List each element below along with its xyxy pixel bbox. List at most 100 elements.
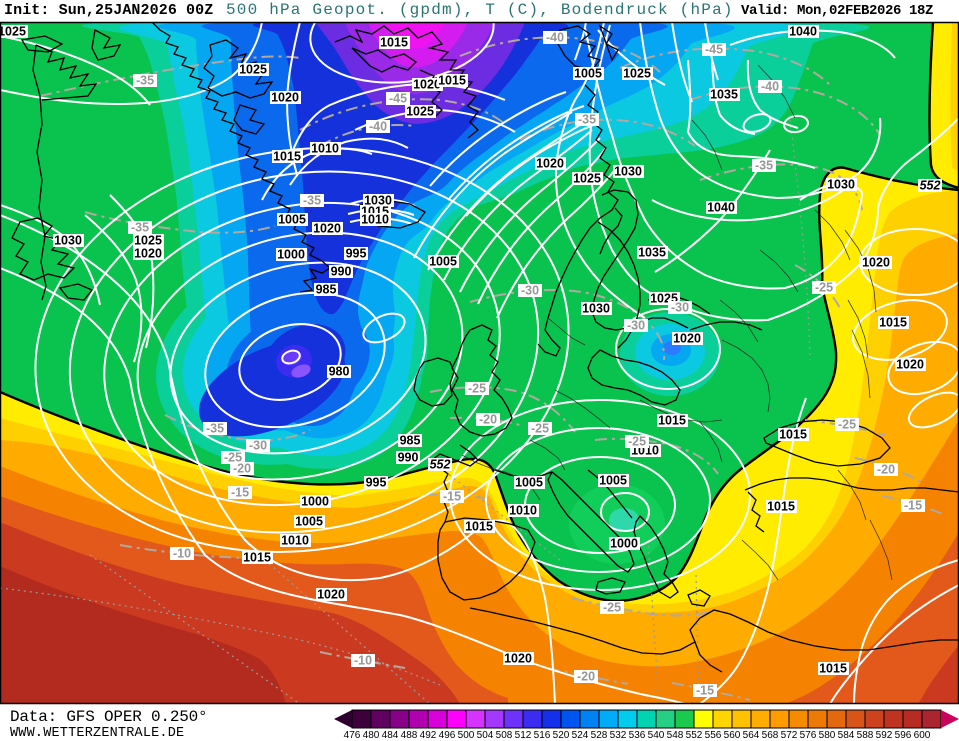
svg-text:-25: -25: [838, 418, 856, 432]
svg-text:1025: 1025: [239, 63, 267, 77]
svg-text:1030: 1030: [614, 165, 642, 179]
svg-text:1010: 1010: [509, 504, 537, 518]
svg-text:1005: 1005: [515, 476, 543, 490]
svg-text:1020: 1020: [317, 588, 345, 602]
svg-text:1000: 1000: [301, 495, 329, 509]
svg-text:1005: 1005: [429, 255, 457, 269]
svg-text:980: 980: [329, 365, 350, 379]
svg-text:1015: 1015: [273, 150, 301, 164]
svg-text:985: 985: [400, 434, 421, 448]
svg-text:-25: -25: [628, 435, 646, 449]
svg-text:-35: -35: [578, 113, 596, 127]
svg-text:1025: 1025: [406, 105, 434, 119]
svg-text:1020: 1020: [862, 256, 890, 270]
svg-text:1015: 1015: [779, 428, 807, 442]
svg-text:1030: 1030: [827, 178, 855, 192]
svg-text:480: 480: [363, 730, 380, 741]
svg-text:508: 508: [496, 730, 513, 741]
svg-text:1040: 1040: [707, 201, 735, 215]
svg-text:1015: 1015: [465, 520, 493, 534]
svg-text:1015: 1015: [243, 551, 271, 565]
svg-text:-20: -20: [233, 462, 251, 476]
svg-text:1005: 1005: [599, 474, 627, 488]
svg-text:588: 588: [857, 730, 874, 741]
svg-text:-10: -10: [354, 654, 372, 668]
svg-text:1015: 1015: [819, 662, 847, 676]
svg-text:-15: -15: [231, 486, 249, 500]
svg-text:-25: -25: [603, 601, 621, 615]
svg-text:-35: -35: [206, 422, 224, 436]
svg-text:-40: -40: [761, 80, 779, 94]
svg-text:-35: -35: [755, 159, 773, 173]
svg-text:990: 990: [331, 265, 352, 279]
svg-text:-40: -40: [546, 31, 564, 45]
svg-text:-45: -45: [389, 92, 407, 106]
svg-text:484: 484: [382, 730, 399, 741]
svg-text:1010: 1010: [311, 142, 339, 156]
svg-text:-25: -25: [224, 451, 242, 465]
svg-text:1025: 1025: [134, 234, 162, 248]
svg-text:552: 552: [920, 179, 941, 193]
svg-text:1020: 1020: [504, 652, 532, 666]
svg-text:584: 584: [838, 730, 855, 741]
svg-text:1035: 1035: [710, 88, 738, 102]
svg-text:500: 500: [458, 730, 475, 741]
svg-text:1015: 1015: [879, 316, 907, 330]
svg-text:1000: 1000: [610, 537, 638, 551]
svg-text:568: 568: [762, 730, 779, 741]
svg-text:-25: -25: [531, 422, 549, 436]
svg-text:1025: 1025: [623, 67, 651, 81]
svg-text:516: 516: [534, 730, 551, 741]
svg-text:1020: 1020: [271, 91, 299, 105]
svg-text:548: 548: [667, 730, 684, 741]
svg-text:540: 540: [648, 730, 665, 741]
svg-text:1020: 1020: [413, 78, 441, 92]
svg-text:564: 564: [743, 730, 760, 741]
svg-text:1025: 1025: [0, 25, 26, 39]
svg-text:492: 492: [420, 730, 437, 741]
svg-text:1020: 1020: [673, 332, 701, 346]
svg-text:1030: 1030: [364, 194, 392, 208]
svg-text:-30: -30: [521, 284, 539, 298]
svg-text:572: 572: [781, 730, 798, 741]
svg-text:-35: -35: [303, 194, 321, 208]
svg-text:1010: 1010: [281, 534, 309, 548]
svg-text:1005: 1005: [295, 515, 323, 529]
svg-text:-35: -35: [131, 221, 149, 235]
svg-text:990: 990: [398, 451, 419, 465]
svg-text:580: 580: [819, 730, 836, 741]
svg-text:1030: 1030: [54, 234, 82, 248]
svg-text:1005: 1005: [278, 213, 306, 227]
svg-text:520: 520: [553, 730, 570, 741]
svg-text:1015: 1015: [380, 36, 408, 50]
svg-text:1040: 1040: [789, 25, 817, 39]
svg-text:1000: 1000: [277, 248, 305, 262]
svg-text:1020: 1020: [134, 247, 162, 261]
svg-text:1030: 1030: [582, 302, 610, 316]
svg-text:-40: -40: [369, 120, 387, 134]
svg-text:995: 995: [346, 247, 367, 261]
svg-text:-20: -20: [479, 413, 497, 427]
svg-text:-25: -25: [815, 281, 833, 295]
svg-text:1035: 1035: [638, 246, 666, 260]
svg-text:1015: 1015: [658, 414, 686, 428]
svg-text:504: 504: [477, 730, 494, 741]
svg-text:-25: -25: [468, 382, 486, 396]
svg-text:536: 536: [629, 730, 646, 741]
svg-text:560: 560: [724, 730, 741, 741]
svg-text:-20: -20: [877, 463, 895, 477]
svg-text:-20: -20: [577, 670, 595, 684]
svg-text:-10: -10: [173, 547, 191, 561]
svg-text:1025: 1025: [573, 172, 601, 186]
svg-text:528: 528: [591, 730, 608, 741]
svg-text:596: 596: [895, 730, 912, 741]
svg-text:-15: -15: [904, 499, 922, 513]
svg-text:496: 496: [439, 730, 456, 741]
svg-text:1015: 1015: [438, 74, 466, 88]
svg-text:524: 524: [572, 730, 589, 741]
svg-text:-30: -30: [671, 301, 689, 315]
svg-text:-15: -15: [443, 490, 461, 504]
svg-text:576: 576: [800, 730, 817, 741]
svg-text:-35: -35: [136, 74, 154, 88]
svg-text:1015: 1015: [767, 500, 795, 514]
